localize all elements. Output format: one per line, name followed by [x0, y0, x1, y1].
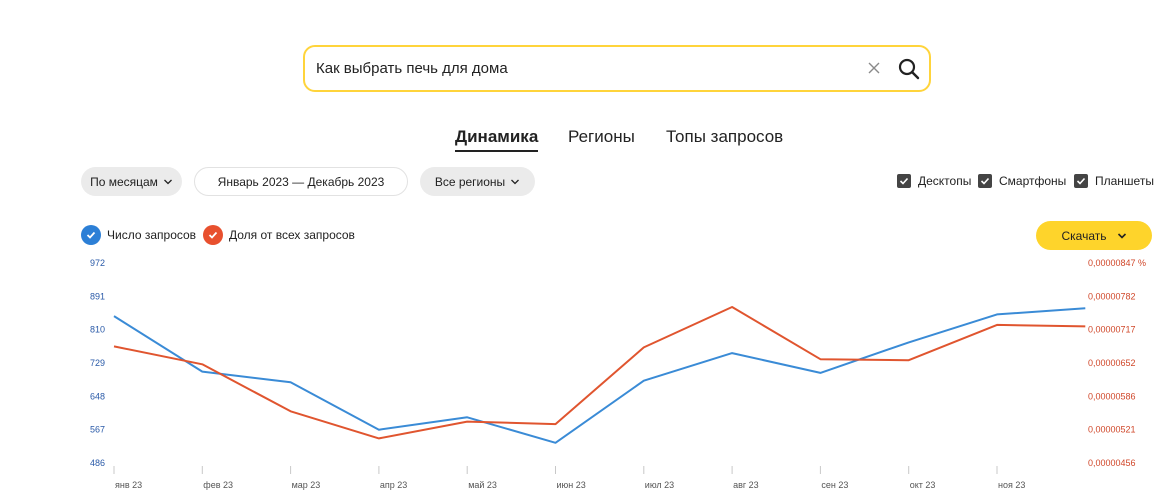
- y-right-tick-label: 0,00000717: [1088, 325, 1136, 335]
- x-tick-label: май 23: [468, 480, 497, 490]
- x-tick-label: сен 23: [821, 480, 848, 490]
- download-label: Скачать: [1061, 228, 1107, 243]
- device-smartphone-checkbox[interactable]: Смартфоны: [978, 174, 1066, 188]
- device-smartphone-label: Смартфоны: [999, 174, 1067, 188]
- legend-query-count-label: Число запросов: [107, 228, 197, 242]
- y-right-tick-label: 0,00000782: [1088, 291, 1136, 301]
- legend-query-share[interactable]: Доля от всех запросов: [203, 225, 355, 245]
- y-right-tick-label: 0,00000847 %: [1088, 258, 1146, 268]
- legend-query-count[interactable]: Число запросов: [81, 225, 196, 245]
- date-range-picker[interactable]: Январь 2023 — Декабрь 2023: [194, 167, 408, 196]
- x-tick-label: окт 23: [910, 480, 936, 490]
- download-button[interactable]: Скачать: [1036, 221, 1152, 250]
- legend-query-share-label: Доля от всех запросов: [229, 228, 355, 242]
- check-circle-icon: [203, 225, 223, 245]
- y-right-tick-label: 0,00000521: [1088, 425, 1136, 435]
- checkbox-checked-icon: [1074, 174, 1088, 188]
- x-tick-label: авг 23: [733, 480, 759, 490]
- y-right-tick-label: 0,00000652: [1088, 358, 1136, 368]
- y-axis-right: 0,00000847 % 0,00000782 0,00000717 0,000006…: [1088, 258, 1146, 468]
- device-tablet-label: Планшеты: [1095, 174, 1154, 188]
- search-input[interactable]: Как выбрать печь для дома: [316, 60, 508, 77]
- x-tick-label: июл 23: [645, 480, 674, 490]
- region-select[interactable]: Все регионы: [420, 167, 535, 196]
- tab-dynamics[interactable]: Динамика: [455, 127, 539, 152]
- device-tablet-checkbox[interactable]: Планшеты: [1074, 174, 1154, 188]
- series-line-1[interactable]: [113, 307, 1086, 444]
- y-left-tick-label: 810: [90, 325, 105, 335]
- series-group: [113, 306, 1086, 444]
- device-desktop-label: Десктопы: [918, 174, 972, 188]
- x-tick-label: июн 23: [557, 480, 586, 490]
- chevron-down-icon: [511, 179, 520, 184]
- x-tick-label: янв 23: [115, 480, 142, 490]
- period-grouping-select[interactable]: По месяцам: [81, 167, 182, 196]
- y-left-tick-label: 972: [90, 258, 105, 268]
- y-left-tick-label: 648: [90, 391, 105, 401]
- date-range-label: Январь 2023 — Декабрь 2023: [217, 174, 385, 189]
- y-left-tick-label: 567: [90, 425, 105, 435]
- y-axis-left: 972 891 810 729 648 567 486: [90, 258, 105, 468]
- y-right-tick-label: 0,00000586: [1088, 391, 1136, 401]
- tabs: Динамика Регионы Топы запросов: [0, 127, 1176, 155]
- x-tick-label: мар 23: [292, 480, 321, 490]
- period-grouping-label: По месяцам: [90, 174, 158, 189]
- chevron-down-icon: [163, 179, 172, 184]
- check-circle-icon: [81, 225, 101, 245]
- y-left-tick-label: 729: [90, 358, 105, 368]
- clear-icon[interactable]: [863, 57, 885, 79]
- y-right-tick-label: 0,00000456: [1088, 458, 1136, 468]
- device-desktop-checkbox[interactable]: Десктопы: [897, 174, 971, 188]
- checkbox-checked-icon: [897, 174, 911, 188]
- x-tick-label: фев 23: [203, 480, 233, 490]
- y-left-tick-label: 891: [90, 291, 105, 301]
- chevron-down-icon: [1117, 232, 1126, 239]
- checkbox-checked-icon: [978, 174, 992, 188]
- y-left-tick-label: 486: [90, 458, 105, 468]
- x-tick-label: апр 23: [380, 480, 407, 490]
- series-line-2[interactable]: [113, 306, 1086, 440]
- x-tick-label: ноя 23: [998, 480, 1025, 490]
- search-icon[interactable]: [895, 55, 923, 83]
- tab-top-queries[interactable]: Топы запросов: [666, 127, 784, 146]
- tab-regions[interactable]: Регионы: [568, 127, 635, 146]
- search-box[interactable]: Как выбрать печь для дома: [303, 45, 931, 92]
- x-axis: янв 23 фев 23 мар 23 апр 23 май 23 июн 23 июл …: [113, 466, 1025, 490]
- region-label: Все регионы: [434, 174, 506, 189]
